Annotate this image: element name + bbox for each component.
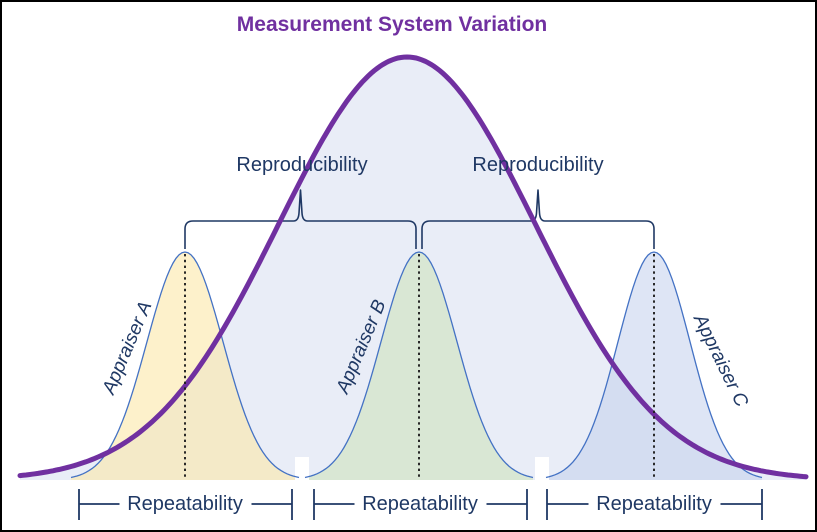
tail-gap-1 [295,457,309,480]
reproducibility-label-right: Reproducibility [472,154,604,176]
reproducibility-label-left: Reproducibility [236,154,368,176]
repeatability-label-3: Repeatability [596,493,712,515]
appraiser-c-outline [545,251,763,479]
repeatability-label-2: Repeatability [362,493,478,515]
tail-gap-2 [535,457,549,480]
page-title: Measurement System Variation [236,13,548,36]
reproducibility-brace-1 [184,189,417,249]
reproducibility-brace-2 [421,189,655,249]
repeatability-label-1: Repeatability [127,493,243,515]
appraiser-b-outline [304,251,534,479]
total-variation-curve [17,54,809,480]
